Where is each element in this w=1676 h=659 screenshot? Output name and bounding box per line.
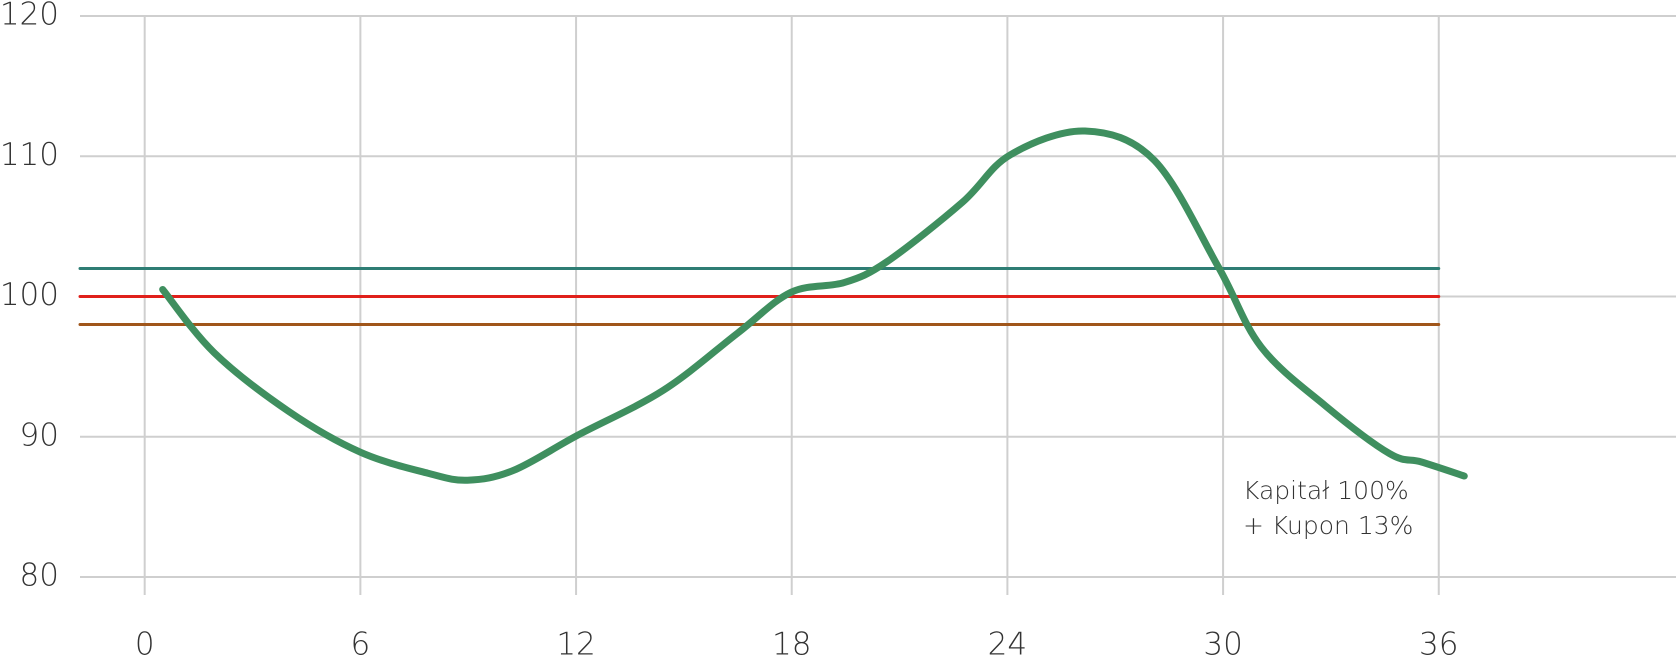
x-tick-label: 36 xyxy=(1419,627,1458,659)
x-tick-label: 12 xyxy=(556,627,595,659)
y-tick-label: 120 xyxy=(0,0,59,33)
annotation: + Kupon 13% xyxy=(1243,511,1413,540)
annotation: Kapitał 100% xyxy=(1243,476,1409,505)
line-series xyxy=(159,127,1468,484)
x-tick-label: 0 xyxy=(135,627,155,659)
x-tick-label: 18 xyxy=(772,627,811,659)
y-tick-label: 100 xyxy=(0,277,59,313)
x-tick-label: 30 xyxy=(1203,627,1242,659)
y-tick-label: 90 xyxy=(20,417,59,453)
x-tick-label: 24 xyxy=(988,627,1027,659)
y-tick-label: 110 xyxy=(0,137,59,173)
x-tick-label: 6 xyxy=(351,627,371,659)
y-tick-label: 80 xyxy=(20,558,59,594)
